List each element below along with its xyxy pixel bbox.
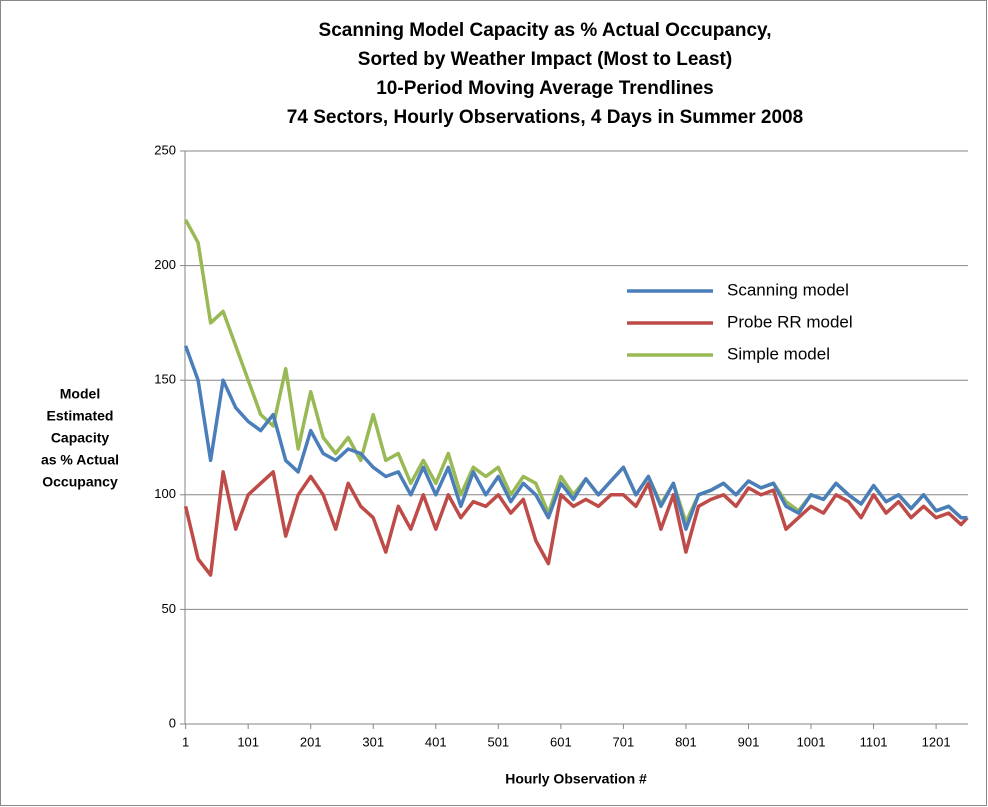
y-axis-label: Capacity: [51, 430, 110, 446]
y-tick-label: 100: [154, 486, 176, 501]
chart-title: Sorted by Weather Impact (Most to Least): [358, 49, 732, 70]
y-axis-label: Occupancy: [42, 474, 118, 490]
x-tick-label: 701: [613, 734, 635, 749]
y-tick-label: 0: [169, 715, 176, 730]
legend-label: Probe RR model: [727, 312, 853, 331]
y-tick-label: 200: [154, 257, 176, 272]
y-tick-label: 250: [154, 142, 176, 157]
x-tick-label: 901: [738, 734, 760, 749]
series-line: [183, 345, 968, 531]
legend-label: Scanning model: [727, 280, 849, 299]
x-tick-label: 101: [237, 734, 259, 749]
x-tick-label: 601: [550, 734, 572, 749]
x-tick-label: 301: [362, 734, 384, 749]
x-tick-label: 201: [300, 734, 322, 749]
chart-title: 74 Sectors, Hourly Observations, 4 Days …: [287, 107, 803, 128]
y-axis-label: Estimated: [47, 408, 114, 424]
chart-title: 10-Period Moving Average Trendlines: [376, 78, 714, 99]
x-tick-label: 401: [425, 734, 447, 749]
legend-label: Simple model: [727, 344, 830, 363]
x-tick-label: 1: [182, 734, 189, 749]
series-line: [183, 470, 969, 577]
y-axis-label: Model: [60, 386, 100, 402]
x-tick-label: 1201: [922, 734, 951, 749]
x-axis-label: Hourly Observation #: [505, 771, 647, 787]
y-tick-label: 50: [162, 601, 176, 616]
x-tick-label: 1001: [797, 734, 826, 749]
x-tick-label: 501: [487, 734, 509, 749]
chart-title: Scanning Model Capacity as % Actual Occu…: [319, 20, 772, 41]
x-tick-label: 801: [675, 734, 697, 749]
x-tick-label: 1101: [860, 734, 888, 749]
y-tick-label: 150: [154, 372, 176, 387]
y-axis-label: as % Actual: [41, 452, 119, 468]
